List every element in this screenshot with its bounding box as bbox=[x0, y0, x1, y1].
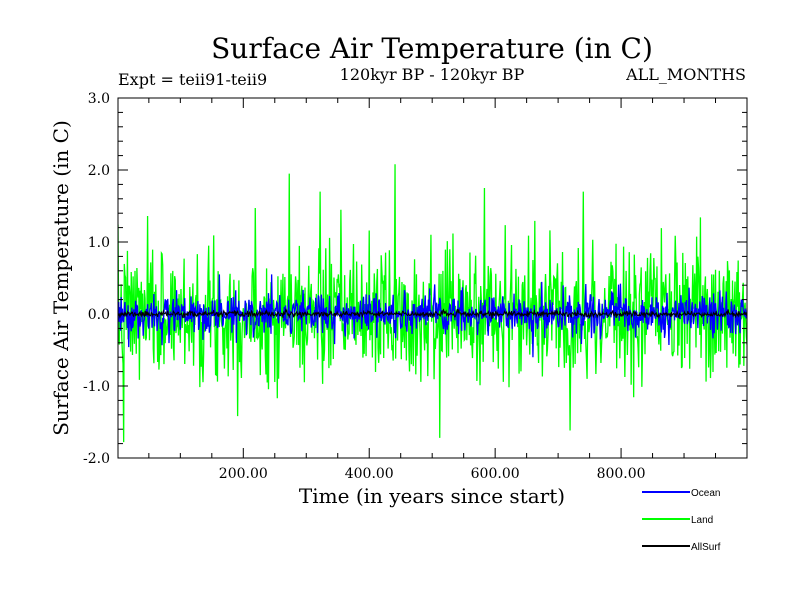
legend-label-land: Land bbox=[691, 515, 713, 526]
ticks-group: 200.00 400.00 600.00 800.00 -2.0 -1.0 0.0 1.0 2.… bbox=[83, 91, 747, 482]
x-tick-label: 800.00 bbox=[597, 466, 646, 482]
x-tick-label: 200.00 bbox=[219, 466, 268, 482]
x-axis-label: Time (in years since start) bbox=[299, 484, 565, 508]
y-tick-label: -2.0 bbox=[83, 451, 110, 467]
y-tick-label: 2.0 bbox=[88, 163, 110, 179]
x-tick-label: 400.00 bbox=[345, 466, 394, 482]
y-tick-label: -1.0 bbox=[83, 379, 110, 395]
chart-subtitle-left: Expt = teii91-teii9 bbox=[118, 70, 267, 89]
y-tick-label: 3.0 bbox=[88, 91, 110, 107]
y-tick-label: 1.0 bbox=[88, 235, 110, 251]
x-tick-label: 600.00 bbox=[471, 466, 520, 482]
chart-title: Surface Air Temperature (in C) bbox=[211, 32, 653, 65]
chart-subtitle-center: 120kyr BP - 120kyr BP bbox=[340, 65, 525, 84]
legend: Ocean Land AllSurf bbox=[642, 488, 721, 553]
y-axis-label: Surface Air Temperature (in C) bbox=[49, 120, 73, 436]
series-line-ocean bbox=[118, 274, 747, 358]
plot-frame bbox=[117, 97, 748, 459]
y-tick-label: 0.0 bbox=[88, 307, 110, 323]
chart-subtitle-right: ALL_MONTHS bbox=[625, 65, 746, 84]
series-line-land bbox=[118, 164, 747, 443]
legend-label-allsurf: AllSurf bbox=[691, 542, 721, 553]
legend-label-ocean: Ocean bbox=[691, 488, 720, 499]
series-line-allsurf bbox=[118, 307, 747, 320]
series-group bbox=[118, 164, 747, 443]
